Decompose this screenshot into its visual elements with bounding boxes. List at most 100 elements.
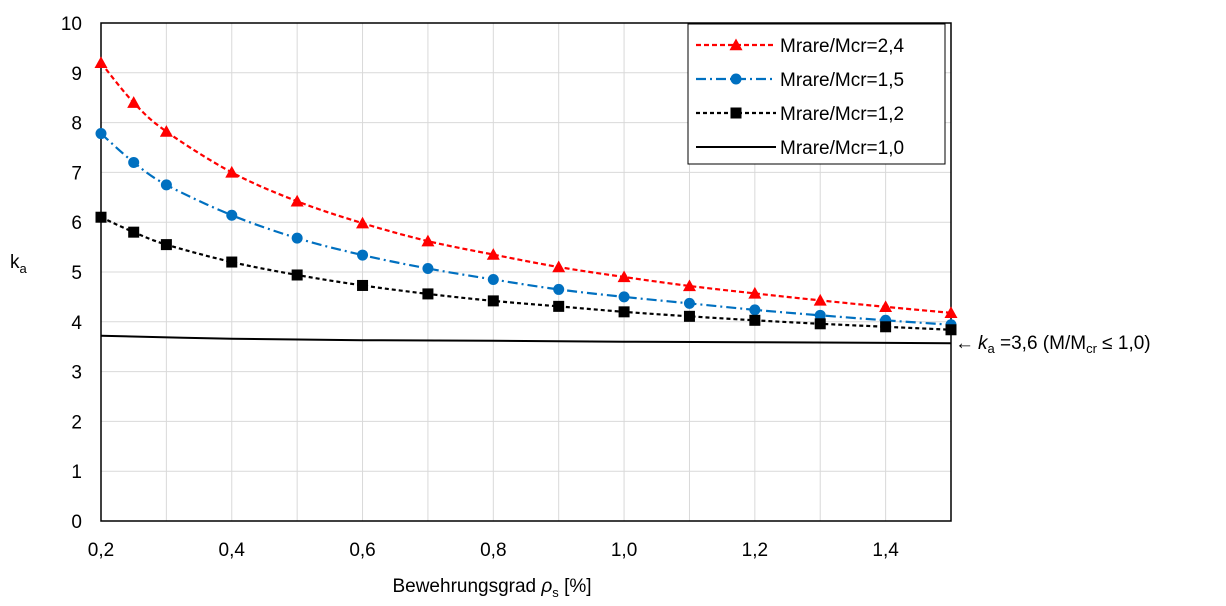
y-tick-label: 3 xyxy=(71,363,82,384)
series-0-point xyxy=(944,306,958,319)
series-2-point xyxy=(553,300,565,312)
y-axis-label-subscript: a xyxy=(20,261,28,276)
legend-label-2: Mrare/Mcr=1,2 xyxy=(780,104,904,125)
annotation-arrow: ← xyxy=(955,333,974,354)
legend-entry-0: Mrare/Mcr=2,4 xyxy=(696,36,904,57)
legend-box xyxy=(687,23,946,165)
legend-entry-1: Mrare/Mcr=1,5 xyxy=(696,70,904,91)
x-tick-label: 1,0 xyxy=(611,540,637,561)
annotation-ka: ← ka =3,6 (M/Mcr ≤ 1,0) xyxy=(955,333,1151,356)
series-1-point xyxy=(814,309,826,321)
series-line-0 xyxy=(100,62,952,314)
x-tick-label: 1,4 xyxy=(872,540,899,561)
legend-label-1: Mrare/Mcr=1,5 xyxy=(780,70,904,91)
legend-label-3: Mrare/Mcr=1,0 xyxy=(780,138,904,159)
x-tick-label: 1,2 xyxy=(742,540,768,561)
series-0-point xyxy=(617,270,631,283)
annotation-k: k xyxy=(978,333,989,354)
series-line-2 xyxy=(100,216,952,331)
y-tick-label: 4 xyxy=(71,313,82,334)
series-2-point xyxy=(422,288,434,300)
series-2-point xyxy=(487,295,499,307)
series-2-point xyxy=(814,318,826,330)
series-0-point xyxy=(356,216,370,229)
legend-entry-3: Mrare/Mcr=1,0 xyxy=(696,138,904,159)
x-axis-label-symbol: ρ xyxy=(540,576,552,597)
legend-marker-1 xyxy=(730,73,742,85)
legend-entry-2: Mrare/Mcr=1,2 xyxy=(696,104,904,125)
legend-label-0: Mrare/Mcr=2,4 xyxy=(780,36,904,57)
series-2-point xyxy=(128,226,140,238)
series-0-point xyxy=(290,194,304,207)
series-0-point xyxy=(879,300,893,313)
x-axis-label-subscript: s xyxy=(552,585,559,600)
legend: Mrare/Mcr=2,4 Mrare/Mcr=1,5 Mrare/Mcr=1,2 M… xyxy=(687,23,946,165)
annotation-text-2: ≤ 1,0) xyxy=(1097,333,1151,354)
x-tick-label: 0,2 xyxy=(88,540,114,561)
y-tick-label: 7 xyxy=(71,163,82,184)
y-axis-label-main: k xyxy=(10,252,20,273)
series-0-point xyxy=(127,96,141,108)
plot-area-frame xyxy=(100,22,952,522)
series-0-point xyxy=(552,260,566,273)
series-1-point xyxy=(749,304,761,316)
y-tick-label: 8 xyxy=(71,114,82,135)
series-1-point xyxy=(95,128,107,140)
series-1-point xyxy=(226,209,238,221)
series-1-point xyxy=(128,156,140,168)
series-2-point xyxy=(160,239,172,251)
series-1-point xyxy=(553,283,565,295)
series-2-point xyxy=(357,279,369,291)
series-0-point xyxy=(682,279,696,292)
series-layer xyxy=(94,56,958,345)
series-0-point xyxy=(748,286,762,299)
series-1-point xyxy=(357,249,369,261)
series-2-point xyxy=(618,306,630,318)
annotation-text-1: =3,6 (M/M xyxy=(995,333,1086,354)
series-3 xyxy=(100,334,952,345)
series-1-point xyxy=(160,179,172,191)
series-2-point xyxy=(880,321,892,333)
series-line-3 xyxy=(100,334,952,345)
series-0-point xyxy=(94,56,108,69)
y-tick-label: 2 xyxy=(71,412,82,433)
y-tick-label: 9 xyxy=(71,64,82,85)
series-0-point xyxy=(813,293,827,306)
x-axis-label-unit: [%] xyxy=(559,576,592,597)
legend-marker-0 xyxy=(729,38,743,51)
series-2-point xyxy=(95,211,107,223)
y-tick-label: 5 xyxy=(71,263,82,284)
x-tick-label: 0,4 xyxy=(219,540,246,561)
y-axis-ticks: 0 1 2 3 4 5 6 7 8 9 10 xyxy=(61,14,83,533)
legend-marker-2 xyxy=(730,107,742,119)
series-1-point xyxy=(618,291,630,303)
series-0-point xyxy=(486,248,500,260)
annotation-k-subscript: a xyxy=(988,341,996,356)
y-tick-label: 0 xyxy=(71,512,82,533)
y-axis-label: ka xyxy=(10,252,28,276)
series-2-point xyxy=(749,314,761,326)
annotation-cr-subscript: cr xyxy=(1086,341,1098,356)
series-1-point xyxy=(422,263,434,275)
y-tick-label: 10 xyxy=(61,14,82,35)
series-2-point xyxy=(226,256,238,268)
series-2-point xyxy=(945,324,957,336)
y-tick-label: 1 xyxy=(71,462,82,483)
x-axis-ticks: 0,2 0,4 0,6 0,8 1,0 1,2 1,4 xyxy=(88,540,899,561)
series-1-point xyxy=(291,232,303,244)
series-1-point xyxy=(683,297,695,309)
x-axis-label: Bewehrungsgrad ρs [%] xyxy=(392,576,591,600)
series-2-point xyxy=(291,269,303,281)
x-tick-label: 0,8 xyxy=(480,540,506,561)
series-0-point xyxy=(225,165,239,178)
series-0 xyxy=(94,56,958,319)
x-axis-label-main: Bewehrungsgrad xyxy=(392,576,541,597)
y-tick-label: 6 xyxy=(71,213,82,234)
series-2 xyxy=(95,211,957,336)
x-tick-label: 0,6 xyxy=(349,540,375,561)
series-1-point xyxy=(487,273,499,285)
series-0-point xyxy=(159,125,173,137)
series-2-point xyxy=(683,310,695,322)
series-0-point xyxy=(421,234,435,247)
